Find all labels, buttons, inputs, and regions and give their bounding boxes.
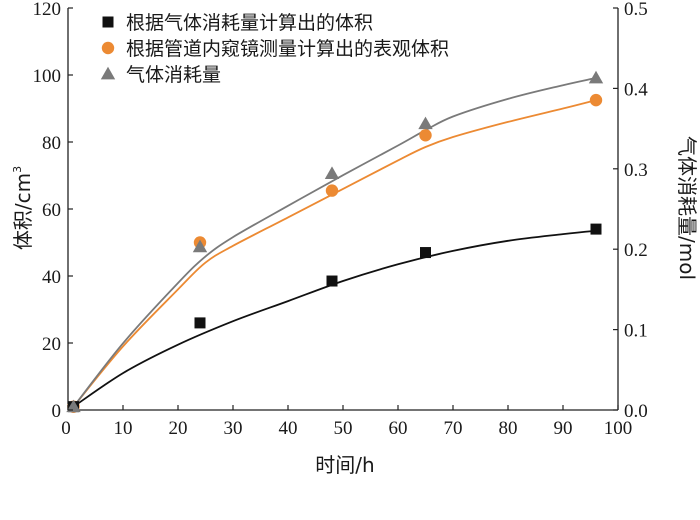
fit-line-square — [73, 229, 597, 408]
y-right-tick-label: 0.1 — [624, 321, 648, 342]
x-tick-label: 30 — [224, 418, 243, 439]
markers — [66, 70, 604, 413]
legend-label: 根据管道内窥镜测量计算出的表观体积 — [126, 38, 449, 60]
y-left-tick-label: 0 — [52, 401, 62, 422]
legend-label: 气体消耗量 — [126, 64, 221, 86]
data-point-triangle — [588, 70, 604, 84]
x-tick-label: 20 — [169, 418, 188, 439]
y-left-tick-label: 120 — [33, 0, 62, 20]
legend-marker-square — [102, 16, 114, 28]
data-point-triangle — [66, 399, 81, 413]
data-point-triangle — [418, 116, 433, 130]
x-tick-label: 40 — [279, 418, 298, 439]
fit-lines — [72, 77, 597, 408]
fit-line-circle — [72, 99, 597, 408]
data-point-square — [194, 317, 206, 329]
y-right-tick-label: 0.3 — [624, 160, 648, 181]
legend-item: 根据管道内窥镜测量计算出的表观体积 — [101, 38, 449, 60]
y-right-axis-title: 气体消耗量/mol — [675, 136, 699, 280]
data-point-square — [590, 223, 602, 235]
x-tick-label: 60 — [389, 418, 408, 439]
y-left-axis-title-text: 体积/cm — [11, 173, 35, 250]
data-point-square — [420, 247, 431, 259]
data-point-circle — [419, 129, 432, 142]
y-left-axis-title: 体积/cm3 — [11, 166, 35, 250]
data-point-square — [326, 275, 338, 287]
y-right-tick-label: 0.5 — [624, 0, 648, 20]
legend-item: 根据气体消耗量计算出的体积 — [102, 12, 373, 34]
y-right-tick-label: 0.0 — [624, 401, 648, 422]
y-left-tick-label: 40 — [42, 267, 61, 288]
x-axis-title: 时间/h — [315, 453, 374, 477]
x-tick-label: 0 — [61, 418, 71, 439]
y-left-axis-title-superscript: 3 — [11, 166, 24, 173]
legend-marker-triangle — [100, 66, 116, 80]
data-point-circle — [589, 93, 603, 107]
x-tick-label: 90 — [554, 418, 573, 439]
y-left-tick-label: 80 — [42, 133, 61, 154]
y-right-tick-label: 0.4 — [624, 79, 648, 100]
x-tick-label: 50 — [334, 418, 353, 439]
x-tick-label: 10 — [114, 418, 133, 439]
data-point-triangle — [192, 239, 208, 253]
data-point-triangle — [324, 166, 340, 180]
legend-marker-circle — [101, 41, 115, 55]
data-point-circle — [325, 184, 339, 197]
ticks: 0 10 20 30 40 50 60 70 80 90 100 0 20 40 60 80 100 120 0.0… — [33, 0, 649, 439]
x-tick-label: 100 — [604, 418, 633, 439]
y-left-tick-label: 100 — [33, 66, 62, 87]
fit-line-triangle — [72, 77, 597, 408]
legend-item: 气体消耗量 — [100, 64, 221, 86]
y-right-tick-label: 0.2 — [624, 240, 648, 261]
legend-label: 根据气体消耗量计算出的体积 — [126, 12, 373, 34]
y-left-tick-label: 20 — [42, 334, 61, 355]
x-tick-label: 70 — [444, 418, 463, 439]
y-left-tick-label: 60 — [42, 200, 61, 221]
x-tick-label: 80 — [499, 418, 518, 439]
